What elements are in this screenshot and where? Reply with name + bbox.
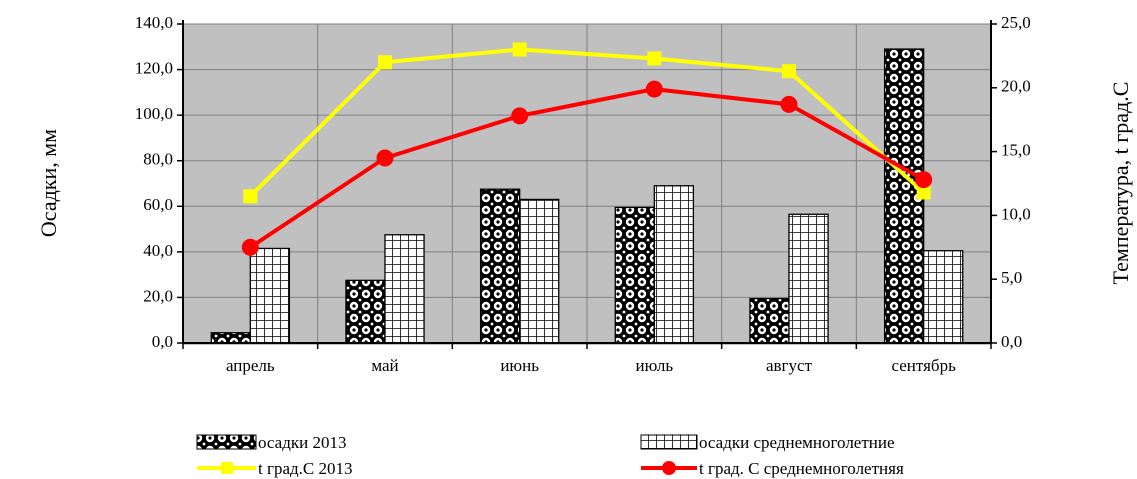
legend-label-precip-2013: осадки 2013: [258, 433, 346, 452]
point-temp-avg-5: [915, 171, 933, 189]
bar-precip-2013-4: [749, 297, 790, 344]
y-axis-title: Осадки, мм: [36, 129, 61, 237]
legend-marker-temp-avg: [662, 461, 676, 475]
bar-precip-avg-3: [653, 185, 695, 344]
point-temp-2013-3: [647, 51, 662, 66]
x-tick-label: сентябрь: [892, 356, 957, 375]
y2-tick-label: 5,0: [1001, 268, 1022, 287]
y-tick-label: 100,0: [135, 104, 173, 123]
x-tick-label: июнь: [500, 356, 539, 375]
y-tick-label: 140,0: [135, 13, 173, 32]
y-tick-label: 0,0: [152, 332, 173, 351]
legend-label-temp-avg: t град. С среднемноголетняя: [699, 459, 904, 478]
y2-tick-label: 15,0: [1001, 141, 1031, 160]
y-tick-label: 60,0: [143, 195, 173, 214]
bar-precip-avg-1: [384, 234, 425, 344]
bar-precip-avg-4: [788, 213, 829, 344]
y-tick-label: 80,0: [143, 150, 173, 169]
legend: осадки 2013 осадки среднемноголетние t г…: [196, 433, 904, 478]
bar-precip-2013-3: [614, 206, 655, 344]
x-tick-label: май: [371, 356, 398, 375]
y2-tick-label: 20,0: [1001, 77, 1031, 96]
point-temp-2013-4: [782, 64, 796, 79]
point-temp-avg-0: [241, 238, 259, 256]
y2-tick-label: 25,0: [1001, 13, 1031, 32]
y2-tick-label: 10,0: [1001, 204, 1031, 223]
y-tick-label: 20,0: [143, 286, 173, 305]
y2-tick-label: 0,0: [1001, 332, 1022, 351]
y-tick-label: 120,0: [135, 58, 173, 77]
bar-precip-2013-2: [479, 188, 521, 344]
bar-precip-2013-1: [345, 279, 386, 344]
legend-label-precip-avg: осадки среднемноголетние: [699, 433, 895, 452]
point-temp-avg-1: [376, 149, 394, 167]
legend-swatch-precip-2013: [196, 434, 257, 450]
y-tick-label: 40,0: [143, 241, 173, 260]
x-tick-label: апрель: [226, 356, 275, 375]
bar-precip-avg-2: [519, 198, 560, 344]
legend-label-temp-2013: t град.С 2013: [258, 459, 352, 478]
point-temp-2013-5: [916, 185, 931, 200]
point-temp-avg-4: [780, 95, 798, 113]
x-tick-label: август: [766, 356, 813, 375]
bar-precip-avg-5: [923, 250, 964, 344]
line-temp-2013: [248, 47, 926, 198]
point-temp-2013-2: [512, 42, 527, 57]
bar-precip-avg-0: [249, 247, 291, 344]
y2-axis-title: Температура, t град.С: [1108, 82, 1133, 285]
bar-precip-2013-0: [210, 332, 251, 344]
legend-marker-temp-2013: [221, 462, 233, 474]
point-temp-2013-0: [243, 189, 258, 204]
point-temp-avg-2: [511, 107, 529, 125]
x-tick-label: июль: [636, 356, 674, 375]
line-temp-avg: [249, 87, 925, 249]
point-temp-avg-3: [645, 80, 663, 98]
legend-swatch-precip-avg: [640, 434, 698, 450]
point-temp-2013-1: [378, 55, 392, 70]
